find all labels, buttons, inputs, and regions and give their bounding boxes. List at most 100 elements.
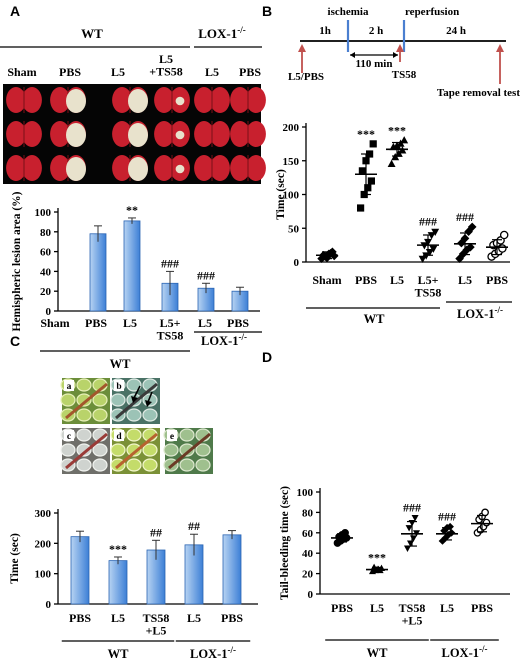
photo-label: PBS — [239, 65, 261, 79]
group-label-line: WT — [110, 357, 132, 371]
lesion-area — [175, 164, 185, 174]
cell-blob — [126, 428, 142, 442]
group-label: WT — [110, 357, 132, 371]
category-label-line: PBS — [221, 611, 243, 625]
lesion-area — [66, 123, 86, 147]
image-label: c — [67, 432, 71, 442]
timeline-label: TS58 — [392, 69, 417, 81]
data-point — [429, 245, 438, 253]
category-label: PBS — [85, 316, 107, 330]
y-tick-label-line: 60 — [40, 247, 52, 259]
image-label-line: b — [116, 382, 121, 392]
data-point — [357, 204, 365, 212]
y-tick-label-line: 20 — [302, 569, 314, 581]
brain-hemisphere — [22, 155, 42, 181]
data-point — [499, 230, 509, 240]
y-tick-label-line: 100 — [297, 487, 314, 499]
data-point — [418, 255, 427, 263]
brain-hemisphere — [50, 155, 70, 181]
timeline-label-line: ischemia — [328, 6, 369, 18]
data-point — [482, 518, 491, 527]
y-tick-label: 60 — [302, 528, 314, 540]
y-axis-label: Time (sec) — [275, 169, 287, 220]
significance-label: *** — [357, 127, 375, 141]
group-label: WT — [364, 312, 386, 326]
y-axis-label: Time (sec) — [9, 533, 21, 584]
timeline-label: L5/PBS — [288, 71, 324, 83]
category-label: L5 — [198, 316, 212, 330]
y-tick-label: 100 — [297, 487, 314, 499]
group-label-line: WT — [367, 646, 389, 660]
y-tick-label-line: 80 — [302, 507, 314, 519]
timeline-label: reperfusion — [405, 6, 459, 18]
cell-blob — [195, 443, 211, 457]
data-point — [431, 228, 440, 236]
cell-blob — [76, 378, 92, 392]
blood-vessel — [115, 382, 158, 420]
group-label-name: LOX-1 — [201, 334, 239, 348]
bracket-arrowhead — [350, 52, 355, 58]
data-point — [387, 159, 396, 168]
category-label: PBS — [355, 273, 377, 287]
data-point — [447, 528, 456, 537]
pointer-arrow — [147, 391, 153, 403]
category-label-line: L5 — [198, 316, 212, 330]
data-point — [427, 232, 436, 240]
timeline-label-line: 24 h — [446, 25, 466, 37]
category-label-line: +L5 — [402, 614, 423, 628]
cell-blob — [163, 443, 179, 457]
timeline-label: 110 min — [356, 58, 393, 70]
lesion-area — [175, 130, 185, 140]
y-axis-label-line: Time (sec) — [275, 169, 287, 220]
data-point — [481, 508, 489, 517]
image-label-box — [114, 430, 124, 441]
image-label-line: d — [116, 432, 122, 442]
group-label-name: LOX-1 — [190, 647, 228, 661]
brain-hemisphere — [6, 121, 26, 147]
brain-hemisphere — [22, 121, 42, 147]
image-label-line: c — [67, 432, 71, 442]
category-label-line: +L5 — [146, 624, 167, 638]
timeline-label-line: Tape removal test — [437, 87, 520, 99]
category-label: L5 — [111, 611, 125, 625]
brain-hemisphere — [50, 87, 70, 113]
bar — [123, 220, 141, 312]
chart-a: 0 20 40 60 80 100 Hemispheric lesion area (%) *… — [11, 191, 262, 371]
photo-label: L5 +TS58 — [149, 52, 183, 79]
photo-label: PBS — [59, 65, 81, 79]
y-tick-label-line: 300 — [35, 508, 52, 520]
timeline-label-line: 2 h — [369, 25, 383, 37]
significance-label: *** — [109, 542, 127, 556]
ts58-arrowhead — [396, 44, 404, 52]
data-point — [405, 525, 413, 532]
data-point — [367, 177, 375, 185]
photo-label-line: L5 — [159, 52, 173, 66]
group-label: LOX-1-/- — [457, 305, 503, 321]
photo-label-line: Sham — [7, 65, 36, 79]
tape-arrowhead — [496, 44, 504, 52]
cell-blob — [110, 443, 126, 457]
timeline-label-line: 1h — [319, 25, 331, 37]
cell-blob — [60, 443, 76, 457]
chart-b: 0 50 100 150 200 Time (sec) *** *** ### ### Sham PB… — [275, 122, 512, 326]
brain-hemisphere — [246, 121, 266, 147]
significance-label-line: ### — [456, 210, 474, 224]
category-label-line: L5+ — [160, 316, 181, 330]
y-tick-label: 200 — [35, 538, 52, 550]
l5-arrowhead — [298, 44, 306, 52]
brain-hemisphere — [210, 121, 230, 147]
cell-blob — [76, 458, 92, 472]
category-label: PBS — [486, 273, 508, 287]
y-tick-label: 80 — [40, 227, 52, 239]
y-tick-label: 0 — [46, 306, 52, 318]
image-label-box — [64, 380, 74, 391]
category-label: L5+ TS58 — [415, 273, 442, 300]
data-point — [438, 537, 447, 545]
category-label-line: TS58 — [143, 611, 170, 625]
group-label-sup: -/- — [479, 644, 488, 654]
photo-label-line: +TS58 — [149, 65, 183, 79]
chart-d: 0 20 40 60 80 100 Tail-bleeding time (sec) *** #… — [279, 486, 510, 660]
blood-vessel — [115, 432, 158, 470]
